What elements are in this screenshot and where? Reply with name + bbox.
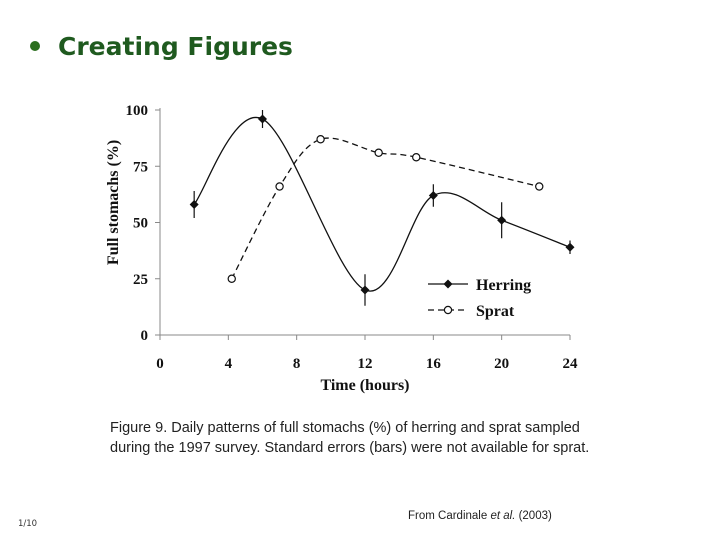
sprat-point [275,182,284,191]
herring-point [189,200,199,209]
page-number: 1/10 [18,519,38,529]
herring-point [258,114,267,124]
y-tick-label: 25 [133,272,148,288]
y-tick-label: 75 [133,159,148,175]
chart: 0 25 50 75 100 0 4 8 12 16 20 24 Time (hours) Full st… [105,103,578,394]
x-axis-label: Time (hours) [320,377,409,394]
source-suffix: (2003) [515,510,552,522]
sprat-point [227,274,236,283]
herring-line [193,116,571,292]
herring-point [428,191,438,200]
y-tick-label: 0 [141,328,149,344]
y-tick-label: 100 [126,103,149,119]
figure-caption: Figure 9. Daily patterns of full stomach… [110,420,590,456]
legend-herring-label: Herring [476,277,531,294]
x-tick-label: 24 [563,356,579,372]
x-tick-label: 4 [225,356,233,372]
sprat-point [316,135,325,144]
herring-point [565,242,575,252]
x-tick-label: 16 [426,356,442,372]
slide-title-text: Creating Figures [58,31,293,61]
legend-sprat-marker [443,305,453,315]
sprat-point [535,182,544,191]
series-herring [189,110,575,306]
sprat-line [231,137,540,280]
x-tick-label: 20 [494,356,509,372]
legend-sprat-label: Sprat [476,303,515,320]
bullet-icon [30,41,40,51]
source-citation: From Cardinale et al. (2003) [408,510,552,522]
x-tick-label: 12 [358,356,373,372]
chart-legend: Herring Sprat [428,277,531,320]
source-italic: et al. [490,510,516,522]
chart-axes: 0 25 50 75 100 0 4 8 12 16 20 24 Time (hours) Full st… [105,103,578,394]
y-tick-label: 50 [133,216,148,232]
y-axis-label: Full stomachs (%) [105,140,122,265]
herring-point [497,215,507,225]
x-tick-label: 8 [293,356,301,372]
chart-series [189,110,575,306]
legend-herring-marker [443,279,453,289]
slide-title: Creating Figures [30,26,293,66]
sprat-point [374,148,383,157]
source-prefix: From Cardinale [408,510,491,522]
x-tick-label: 0 [156,356,164,372]
herring-point [360,285,370,295]
sprat-point [412,153,421,162]
series-sprat [227,135,544,283]
